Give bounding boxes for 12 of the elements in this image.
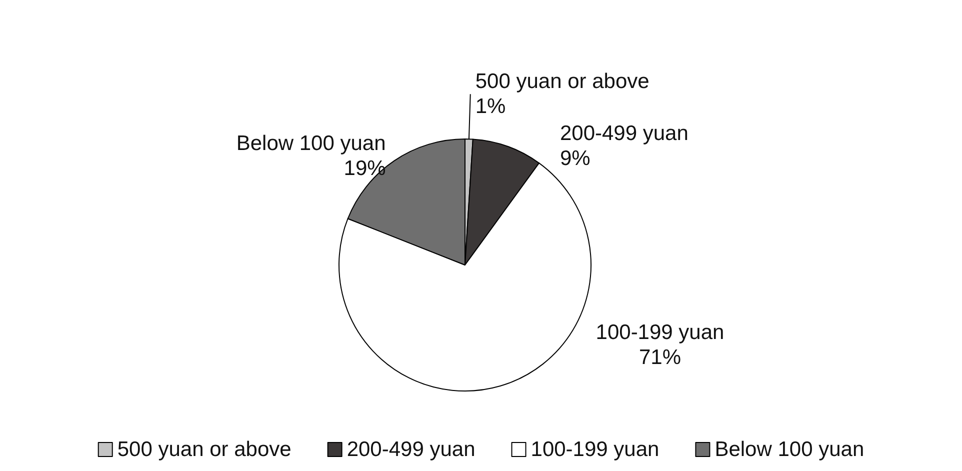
legend-label: 500 yuan or above (117, 438, 292, 461)
data-label: 1% (475, 95, 506, 118)
slice-label: 100-199 yuan (596, 321, 724, 344)
slice-label: Below 100 yuan (236, 132, 386, 155)
data-label: 19% (344, 156, 386, 180)
legend-label: 100-199 yuan (530, 438, 660, 461)
slice-label: 200-499 yuan (560, 122, 688, 146)
data-label: 9% (560, 147, 590, 170)
legend-label: 200-499 yuan (346, 438, 476, 461)
legend-label: Below 100 yuan (714, 438, 864, 461)
slice-label: 500 yuan or above (475, 70, 650, 94)
data-label: 71% (638, 346, 682, 369)
